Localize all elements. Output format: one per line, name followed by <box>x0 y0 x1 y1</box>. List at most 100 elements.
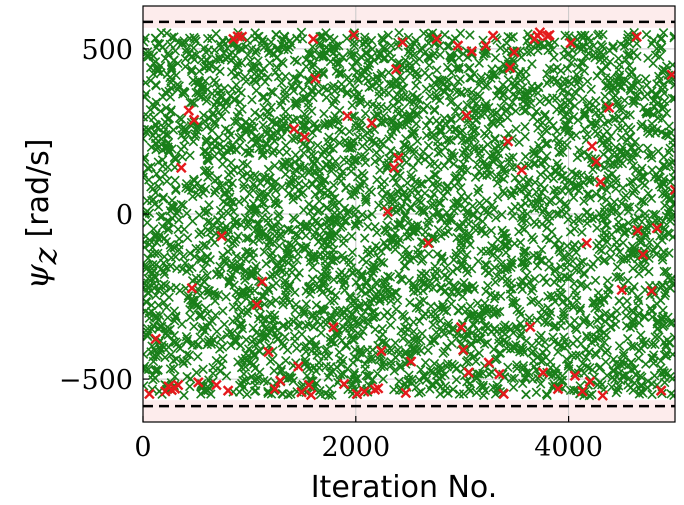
y-tick-label: 0 <box>116 200 133 231</box>
feasible-sample-marker <box>391 304 401 315</box>
feasible-sample-marker <box>505 284 516 294</box>
feasible-sample-marker <box>217 159 228 170</box>
feasible-sample-marker <box>519 248 529 258</box>
feasible-sample-marker <box>481 160 491 170</box>
feasible-sample-marker <box>316 328 326 338</box>
feasible-sample-marker <box>575 381 585 391</box>
feasible-sample-marker <box>412 136 423 146</box>
feasible-sample-marker <box>468 319 479 329</box>
feasible-sample-marker <box>601 185 612 195</box>
feasible-sample-marker <box>440 30 450 40</box>
feasible-sample-marker <box>158 161 168 171</box>
feasible-sample-marker <box>155 211 166 222</box>
feasible-sample-marker <box>210 310 221 321</box>
feasible-samples-series <box>143 27 675 401</box>
feasible-sample-marker <box>514 306 525 317</box>
feasible-sample-marker <box>200 208 211 218</box>
x-axis-label: Iteration No. <box>311 470 498 505</box>
feasible-sample-marker <box>283 284 293 294</box>
feasible-sample-marker <box>538 273 549 283</box>
feasible-sample-marker <box>180 61 191 72</box>
feasible-sample-marker <box>535 379 546 389</box>
feasible-sample-marker <box>402 178 413 188</box>
feasible-sample-marker <box>633 301 643 311</box>
feasible-sample-marker <box>310 227 320 238</box>
feasible-sample-marker <box>420 357 431 368</box>
feasible-sample-marker <box>376 361 386 372</box>
feasible-sample-marker <box>185 150 195 161</box>
feasible-sample-marker <box>267 148 278 158</box>
feasible-sample-marker <box>535 255 546 266</box>
feasible-sample-marker <box>647 339 657 349</box>
feasible-sample-marker <box>517 257 527 267</box>
feasible-sample-marker <box>602 275 613 286</box>
feasible-sample-marker <box>475 91 485 101</box>
feasible-sample-marker <box>634 84 645 95</box>
feasible-sample-marker <box>512 363 522 374</box>
feasible-sample-marker <box>177 319 187 329</box>
feasible-sample-marker <box>436 283 446 294</box>
feasible-sample-marker <box>278 299 288 310</box>
feasible-sample-marker <box>434 198 444 208</box>
feasible-sample-marker <box>161 302 172 313</box>
y-axis-label: ψz [rad/s] <box>18 139 64 290</box>
infeasible-band-lower <box>143 400 675 422</box>
feasible-sample-marker <box>423 140 434 151</box>
feasible-sample-marker <box>650 339 660 350</box>
feasible-sample-marker <box>455 113 465 123</box>
feasible-sample-marker <box>347 62 358 72</box>
feasible-sample-marker <box>612 306 622 316</box>
feasible-sample-marker <box>390 338 401 348</box>
feasible-sample-marker <box>356 286 366 296</box>
feasible-sample-marker <box>570 367 580 378</box>
feasible-sample-marker <box>599 337 610 347</box>
feasible-sample-marker <box>232 116 243 127</box>
feasible-sample-marker <box>622 202 633 212</box>
feasible-sample-marker <box>487 200 498 210</box>
feasible-sample-marker <box>348 268 358 278</box>
feasible-sample-marker <box>372 227 382 238</box>
feasible-sample-marker <box>528 295 539 306</box>
feasible-sample-marker <box>435 389 445 399</box>
feasible-sample-marker <box>566 58 576 68</box>
feasible-sample-marker <box>420 68 430 78</box>
feasible-sample-marker <box>633 292 643 302</box>
feasible-sample-marker <box>553 235 563 245</box>
feasible-sample-marker <box>628 263 638 274</box>
feasible-sample-marker <box>318 31 328 41</box>
feasible-sample-marker <box>297 170 308 181</box>
feasible-sample-marker <box>242 389 252 400</box>
y-axis-title: ψz [rad/s] <box>18 139 64 290</box>
feasible-sample-marker <box>520 151 531 162</box>
feasible-sample-marker <box>182 232 193 243</box>
feasible-sample-marker <box>375 49 385 60</box>
feasible-sample-marker <box>268 87 278 98</box>
feasible-sample-marker <box>507 190 517 201</box>
feasible-sample-marker <box>473 256 484 266</box>
feasible-sample-marker <box>221 291 231 302</box>
feasible-sample-marker <box>471 356 481 367</box>
feasible-sample-marker <box>579 111 590 122</box>
feasible-sample-marker <box>201 134 212 145</box>
feasible-sample-marker <box>157 211 168 221</box>
feasible-sample-marker <box>335 208 346 218</box>
feasible-sample-marker <box>417 179 428 189</box>
feasible-sample-marker <box>429 48 440 59</box>
feasible-sample-marker <box>628 188 638 199</box>
feasible-sample-marker <box>473 213 483 224</box>
feasible-sample-marker <box>185 312 196 322</box>
feasible-sample-marker <box>202 270 212 281</box>
feasible-sample-marker <box>209 188 220 198</box>
feasible-sample-marker <box>189 251 200 262</box>
feasible-sample-marker <box>570 101 580 111</box>
feasible-sample-marker <box>592 71 603 81</box>
feasible-sample-marker <box>585 363 595 373</box>
feasible-sample-marker <box>612 262 623 272</box>
feasible-sample-marker <box>205 217 215 227</box>
feasible-sample-marker <box>502 278 513 288</box>
feasible-sample-marker <box>228 302 239 312</box>
feasible-sample-marker <box>503 31 513 42</box>
feasible-sample-marker <box>531 187 542 197</box>
feasible-sample-marker <box>434 40 445 51</box>
feasible-sample-marker <box>577 227 587 237</box>
